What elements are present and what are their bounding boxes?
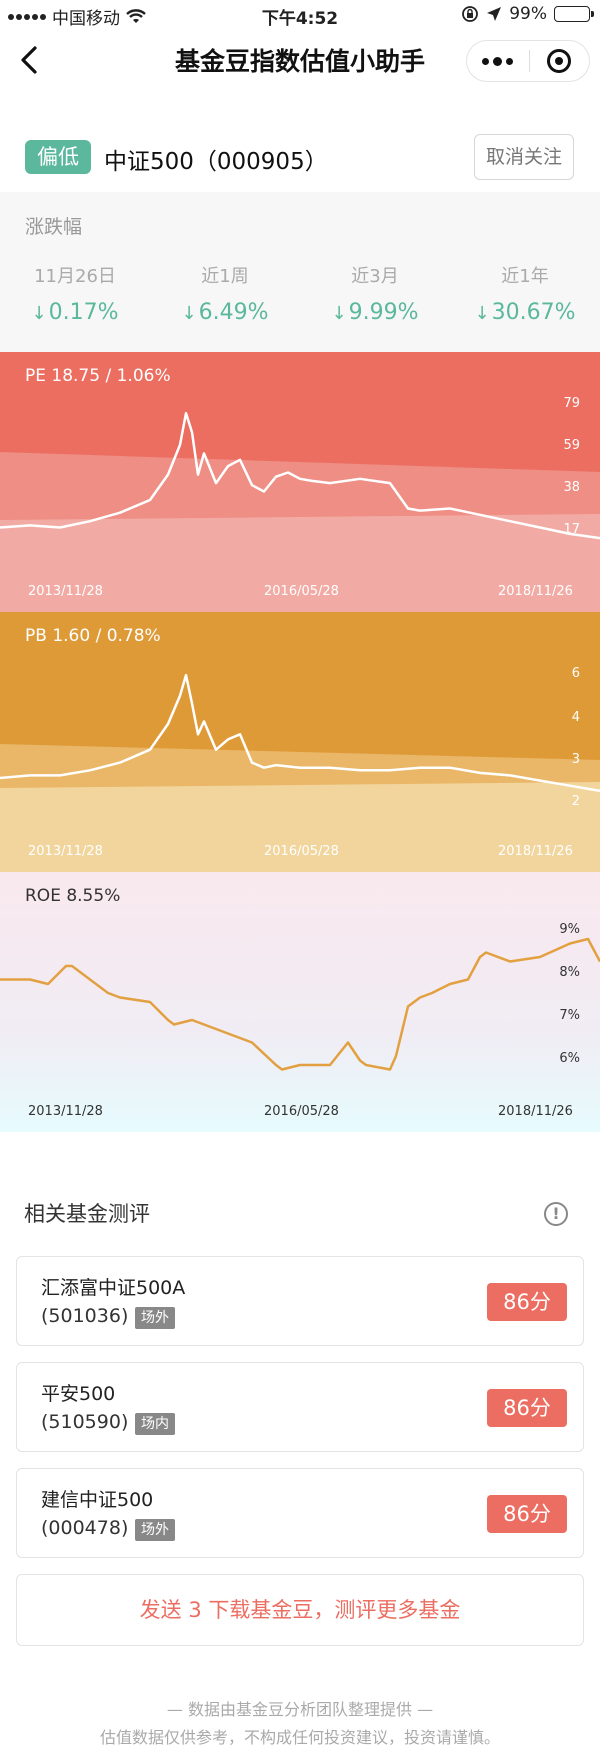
pb-y-tick: 2 [571,794,580,809]
fund-review-name: 汇添富中证500A [41,1277,186,1299]
status-bar: 中国移动 下午4:52 99% [0,0,600,30]
pe-y-tick: 38 [563,480,580,495]
status-time: 下午4:52 [261,9,339,29]
pb-x-tick: 2018/11/26 [498,844,573,859]
fund-review-tag: 场外 [135,1519,175,1541]
pe-y-tick: 79 [563,396,580,411]
pb-y-tick: 4 [571,710,580,725]
signal-icon [8,13,46,20]
pe-chart-svg [0,352,600,612]
wifi-icon [126,8,146,23]
change-item: 11月26日 ↓0.17% [0,262,150,325]
change-period: 近1年 [501,266,549,287]
change-period: 11月26日 [34,266,116,287]
valuation-badge: 偏低 [25,140,91,174]
change-item: 近3月 ↓9.99% [300,262,450,325]
change-value: 30.67% [491,300,576,325]
down-arrow-icon: ↓ [181,303,197,324]
roe-x-tick: 2013/11/28 [28,1104,103,1119]
fund-review-card[interactable]: 建信中证500 (000478) 场外 86分 [16,1468,584,1558]
fund-review-code: (501036) [41,1305,129,1327]
fund-review-code: (000478) [41,1517,129,1539]
close-icon[interactable] [529,41,589,81]
pb-chart: PB 1.60 / 0.78% 6 4 3 2 2013/11/28 2016/… [0,612,600,872]
pe-chart: PE 18.75 / 1.06% 79 59 38 17 2013/11/28 … [0,352,600,612]
pb-x-tick: 2016/05/28 [264,844,339,859]
page-title: 基金豆指数估值小助手 [174,47,425,76]
roe-background [0,872,600,1132]
fund-review-score: 86分 [487,1283,567,1321]
changes-label: 涨跌幅 [25,216,83,238]
fund-review-name: 建信中证500 [41,1489,154,1511]
fund-review-code: (510590) [41,1411,129,1433]
lock-rotation-icon [462,6,479,22]
nav-bar: 基金豆指数估值小助手 [0,30,600,90]
pe-series-line [0,411,600,540]
location-icon [487,7,502,21]
down-arrow-icon: ↓ [331,303,347,324]
fund-review-tag: 场外 [135,1307,175,1329]
change-item: 近1年 ↓30.67% [450,262,600,325]
fund-review-card[interactable]: 汇添富中证500A (501036) 场外 86分 [16,1256,584,1346]
back-icon[interactable] [10,40,50,80]
carrier-label: 中国移动 [52,9,120,29]
battery-icon [554,6,594,22]
fund-header: 偏低 中证500（000905） 取消关注 [0,132,600,188]
unfollow-button[interactable]: 取消关注 [474,134,574,180]
pb-title: PB 1.60 / 0.78% [25,626,161,646]
battery-percent: 99% [509,4,547,24]
fund-review-card[interactable]: 平安500 (510590) 场内 86分 [16,1362,584,1452]
changes-section: 涨跌幅 11月26日 ↓0.17% 近1周 ↓6.49% 近3月 ↓9.99% … [0,192,600,352]
roe-series-line [0,937,600,1071]
pb-series-line [0,673,600,793]
roe-x-tick: 2018/11/26 [498,1104,573,1119]
pb-x-tick: 2013/11/28 [28,844,103,859]
change-period: 近3月 [351,266,399,287]
more-icon[interactable] [467,41,529,81]
pb-y-tick: 6 [571,666,580,681]
fund-review-tag: 场内 [135,1413,175,1435]
change-item: 近1周 ↓6.49% [150,262,300,325]
pe-x-tick: 2013/11/28 [28,584,103,599]
fund-review-name: 平安500 [41,1383,116,1405]
reviews-title: 相关基金测评 [24,1202,150,1226]
down-arrow-icon: ↓ [31,303,47,324]
pe-y-tick: 17 [563,522,580,537]
footer-source: — 数据由基金豆分析团队整理提供 — [166,1700,434,1719]
pe-band-low [0,514,600,612]
pb-y-tick: 3 [571,752,580,767]
download-app-button[interactable]: 发送 3 下载基金豆，测评更多基金 [16,1574,584,1646]
pe-x-tick: 2018/11/26 [498,584,573,599]
roe-chart: ROE 8.55% 9% 8% 7% 6% 2013/11/28 2016/05… [0,872,600,1132]
mini-program-capsule [466,40,590,82]
roe-y-tick: 7% [559,1008,580,1023]
footer-disclaimer: 估值数据仅供参考，不构成任何投资建议，投资请谨慎。 [99,1728,500,1747]
fund-review-score: 86分 [487,1389,567,1427]
pb-band-low [0,782,600,872]
roe-y-tick: 9% [559,922,580,937]
roe-x-tick: 2016/05/28 [264,1104,339,1119]
roe-chart-svg [0,872,600,1132]
down-arrow-icon: ↓ [474,303,490,324]
info-icon[interactable]: ! [544,1202,568,1226]
pb-chart-svg [0,612,600,872]
fund-review-score: 86分 [487,1495,567,1533]
fund-name: 中证500（000905） [104,149,328,175]
change-value: 9.99% [348,300,419,325]
pe-title: PE 18.75 / 1.06% [25,366,171,386]
pe-x-tick: 2016/05/28 [264,584,339,599]
roe-title: ROE 8.55% [25,886,121,906]
pe-y-tick: 59 [563,438,580,453]
change-value: 0.17% [48,300,119,325]
roe-y-tick: 8% [559,965,580,980]
capsule-divider [528,50,530,72]
change-value: 6.49% [198,300,269,325]
change-period: 近1周 [201,266,249,287]
roe-y-tick: 6% [559,1051,580,1066]
